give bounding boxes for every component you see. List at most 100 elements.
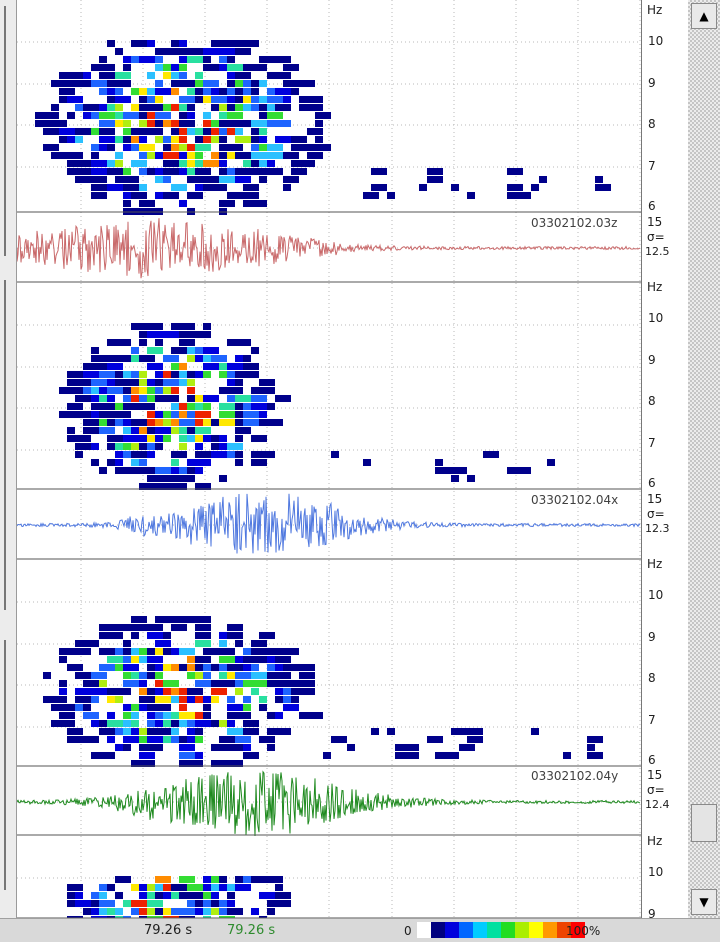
spectrogram-cell	[83, 168, 91, 175]
spectrogram-cell	[187, 339, 195, 346]
spectrogram-cell	[107, 688, 123, 695]
spectrogram-cell	[91, 892, 99, 899]
spectrogram-cell	[411, 744, 419, 751]
spectrogram-cell	[307, 680, 315, 687]
spectrogram-cell	[147, 664, 155, 671]
spectrogram-cell	[171, 459, 179, 466]
spectrogram-cell	[243, 696, 251, 703]
spectrogram-cell	[195, 347, 203, 354]
spectrogram-cell	[587, 752, 595, 759]
spectrogram-cell	[139, 752, 155, 759]
scroll-down-button[interactable]: ▼	[691, 889, 717, 915]
spectrogram-cell	[123, 120, 131, 127]
spectrogram-cell	[331, 451, 339, 458]
freq-tick-8: 8	[648, 671, 656, 685]
status-bar: 79.26 s 79.26 s 0 100%	[0, 918, 720, 942]
scrollbar-track[interactable]	[688, 0, 720, 918]
spectrogram-cell	[147, 347, 163, 354]
color-scale-swatch	[529, 922, 543, 938]
spectrogram-cell	[179, 64, 187, 71]
spectrogram-cell	[67, 435, 75, 442]
spectrogram-cell	[59, 136, 67, 143]
spectrogram-cell	[107, 72, 115, 79]
spectrogram-cell	[67, 916, 83, 918]
spectrogram-cell	[235, 355, 243, 362]
spectrogram-cell	[139, 900, 147, 907]
spectrogram-cell	[227, 88, 235, 95]
spectrogram-cell	[211, 347, 219, 354]
spectrogram-cell	[531, 728, 539, 735]
spectrogram-cell	[179, 648, 195, 655]
spectrogram-cell	[131, 760, 139, 767]
spectrogram-cell	[243, 160, 251, 167]
spectrogram-cell	[195, 419, 203, 426]
spectrogram-cell	[195, 88, 203, 95]
spectrogram-cell	[403, 744, 411, 751]
spectrogram-cell	[91, 443, 99, 450]
spectrogram-cell	[147, 632, 163, 639]
spectrogram-cell	[307, 160, 315, 167]
spectrogram-cell	[75, 395, 91, 402]
spectrogram-cell	[203, 363, 219, 370]
spectrogram-cell	[171, 184, 187, 191]
spectrogram-cell	[179, 331, 195, 338]
spectrogram-cell	[195, 624, 211, 631]
spectrogram-cell	[243, 40, 259, 47]
spectrogram-cell	[59, 152, 75, 159]
spectrogram-cell	[179, 144, 187, 151]
spectrogram-cell	[235, 876, 243, 883]
sigma-label: σ=	[647, 507, 665, 521]
spectrogram-cell	[259, 80, 267, 87]
spectrogram-cell	[211, 443, 219, 450]
spectrogram-cell	[235, 435, 243, 442]
spectrogram-cell	[155, 728, 171, 735]
spectrogram-cell	[275, 900, 291, 907]
spectrogram-cell	[115, 160, 123, 167]
spectrogram-cell	[171, 104, 179, 111]
spectrogram-cell	[195, 900, 203, 907]
spectrogram-cell	[243, 411, 259, 418]
spectrogram-cell	[75, 884, 83, 891]
spectrogram-cell	[203, 80, 219, 87]
spectrogram-cell	[507, 168, 523, 175]
spectrogram-cell	[75, 136, 83, 143]
spectrogram-cell	[115, 451, 123, 458]
spectrogram-cell	[403, 752, 419, 759]
spectrogram-cell	[171, 451, 187, 458]
spectrogram-cell	[235, 403, 243, 410]
freq-tick-6: 6	[648, 199, 656, 213]
spectrogram-cell	[171, 371, 179, 378]
spectrogram-cell	[91, 144, 99, 151]
spectrogram-cell	[251, 688, 259, 695]
spectrogram-cell	[179, 443, 187, 450]
spectrogram-cell	[131, 136, 139, 143]
spectrogram-cell	[83, 427, 91, 434]
spectrogram-cell	[147, 56, 155, 63]
spectrogram-cell	[259, 379, 275, 386]
spectrogram-cell	[99, 680, 107, 687]
spectrogram-cell	[227, 443, 243, 450]
spectrogram-cell	[67, 736, 75, 743]
spectrogram-cell	[155, 712, 163, 719]
spectrogram-cell	[163, 355, 179, 362]
scroll-up-button[interactable]: ▲	[691, 3, 717, 29]
spectrogram-cell	[99, 387, 107, 394]
spectrogram-cell	[59, 80, 67, 87]
spectrogram-cell	[75, 704, 83, 711]
spectrogram-cell	[179, 40, 187, 47]
scrollbar-thumb[interactable]	[691, 804, 717, 842]
seismic-trace	[17, 493, 641, 554]
plot-area[interactable]	[17, 0, 641, 918]
spectrogram-cell	[195, 435, 203, 442]
spectrogram-cell	[155, 96, 163, 103]
spectrogram-cell	[147, 704, 163, 711]
spectrogram-cell	[315, 136, 323, 143]
spectrogram-cell	[251, 160, 259, 167]
spectrogram-cell	[131, 900, 139, 907]
spectrogram-cell	[171, 88, 179, 95]
spectrogram-cell	[203, 672, 211, 679]
spectrogram-cell	[251, 459, 267, 466]
spectrogram-cell	[187, 112, 195, 119]
spectrogram-cell	[251, 664, 259, 671]
vertical-scrollbar[interactable]: ▲ ▼	[688, 0, 720, 918]
